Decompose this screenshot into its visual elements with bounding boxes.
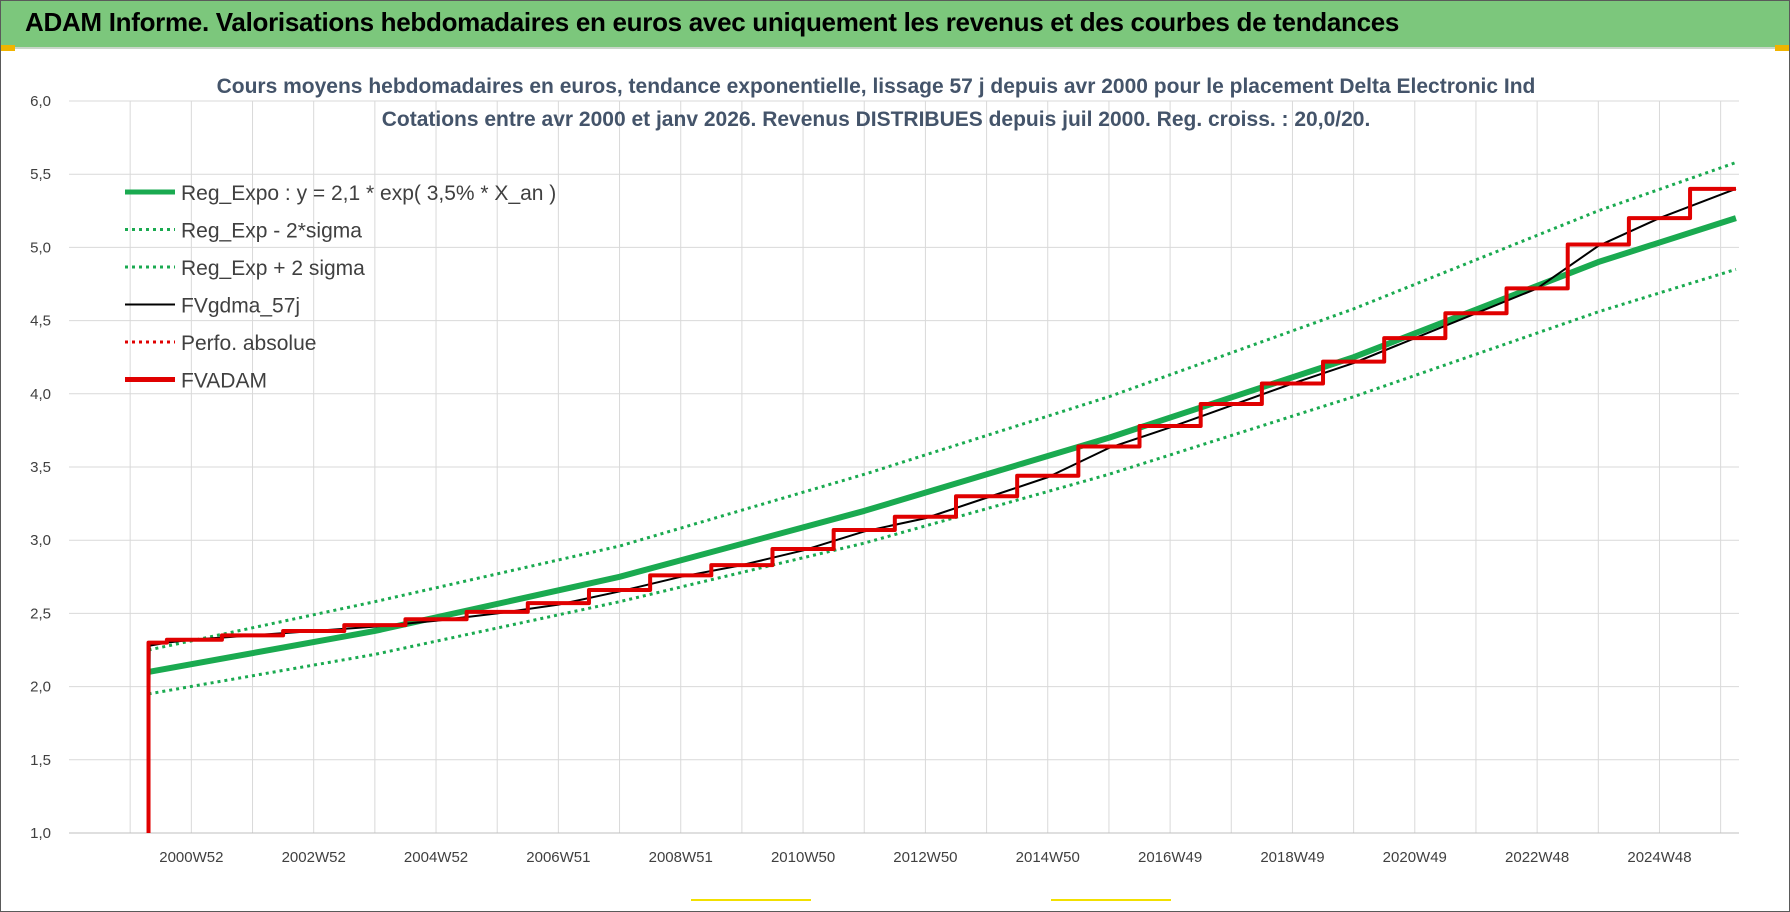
y-tick-label: 3,0	[30, 532, 51, 549]
x-tick-label: 2012W50	[893, 849, 957, 866]
x-tick-label: 2022W48	[1505, 849, 1569, 866]
x-tick-label: 2008W51	[649, 849, 713, 866]
series-line-3	[147, 187, 1737, 834]
grid	[69, 100, 1739, 834]
y-tick-label: 3,5	[30, 459, 51, 476]
y-tick-label: 5,0	[30, 239, 51, 256]
x-tick-label: 2004W52	[404, 849, 468, 866]
y-tick-label: 6,0	[30, 93, 51, 110]
y-tick-label: 2,0	[30, 679, 51, 696]
x-tick-label: 2006W51	[526, 849, 590, 866]
x-tick-label: 2016W49	[1138, 849, 1202, 866]
y-tick-label: 1,0	[30, 825, 51, 842]
series-line-0	[147, 215, 1737, 675]
legend-label-1: Reg_Exp - 2*sigma	[181, 220, 362, 243]
axes: 1,0 1,5 2,0 2,5 3,0 3,5 4,0 4,5 5,0 5,5 6,0 2000W52…	[30, 93, 1739, 866]
y-tick-label: 4,5	[30, 313, 51, 330]
series-line-2	[148, 161, 1737, 652]
x-tick-label: 2020W49	[1383, 849, 1447, 866]
y-tick-label: 5,5	[30, 166, 51, 183]
legend: Reg_Expo : y = 2,1 * exp( 3,5% * X_an ) R…	[125, 182, 556, 393]
series-line-5	[146, 186, 1736, 833]
legend-label-4: Perfo. absolue	[181, 332, 316, 355]
x-tick-label: 2018W49	[1260, 849, 1324, 866]
y-tick-label: 4,0	[30, 386, 51, 403]
report-banner: ADAM Informe. Valorisations hebdomadaire…	[1, 1, 1789, 49]
x-tick-label: 2024W48	[1627, 849, 1691, 866]
x-tick-label: 2014W50	[1016, 849, 1080, 866]
legend-label-0: Reg_Expo : y = 2,1 * exp( 3,5% * X_an )	[181, 182, 556, 205]
legend-label-5: FVADAM	[181, 370, 267, 393]
y-tick-label: 1,5	[30, 752, 51, 769]
chart-subtitle: Cotations entre avr 2000 et janv 2026. R…	[382, 108, 1371, 131]
series-group	[146, 161, 1737, 834]
footer-mark	[1051, 899, 1171, 901]
x-tick-label: 2010W50	[771, 849, 835, 866]
footer-mark	[691, 899, 811, 901]
y-tick-label: 2,5	[30, 605, 51, 622]
legend-label-2: Reg_Exp + 2 sigma	[181, 257, 365, 280]
report-title: ADAM Informe. Valorisations hebdomadaire…	[25, 7, 1400, 37]
x-tick-label: 2002W52	[282, 849, 346, 866]
x-tick-label: 2000W52	[159, 849, 223, 866]
corner-mark-left	[1, 45, 15, 51]
chart-area: 1,0 1,5 2,0 2,5 3,0 3,5 4,0 4,5 5,0 5,5 6,0 2000W52…	[30, 75, 1739, 866]
chart-title: Cours moyens hebdomadaires en euros, ten…	[217, 75, 1536, 98]
legend-label-3: FVgdma_57j	[181, 295, 300, 318]
corner-mark-right	[1775, 45, 1789, 51]
series-line-1	[148, 267, 1737, 696]
